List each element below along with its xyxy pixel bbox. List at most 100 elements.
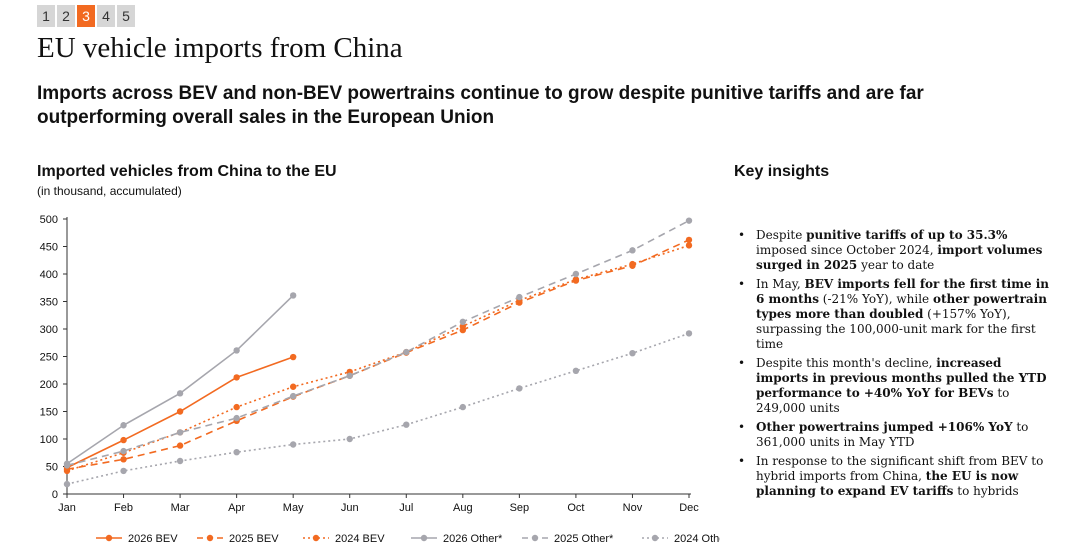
data-point — [289, 353, 297, 361]
insight-item: • In May, BEV imports fell for the first … — [738, 277, 1050, 352]
legend-label: 2024 Other* — [674, 533, 720, 545]
legend-marker — [206, 534, 214, 542]
data-point — [289, 383, 297, 390]
data-point — [63, 462, 71, 469]
data-point — [289, 441, 297, 448]
x-tick-label: Sep — [510, 502, 530, 514]
insight-item: • Despite punitive tariffs of up to 35.3%… — [738, 228, 1050, 273]
data-point — [459, 318, 467, 326]
insights-list: • Despite punitive tariffs of up to 35.3%… — [738, 228, 1050, 503]
insight-emphasis: the EU is now planning to expand EV tari… — [756, 469, 1019, 498]
insight-emphasis: BEV imports fell for the first time in 6… — [756, 277, 1050, 306]
data-point — [233, 414, 240, 422]
data-point — [403, 421, 410, 428]
x-tick-label: Feb — [114, 502, 133, 514]
data-point — [120, 447, 127, 455]
page-tab-4[interactable]: 4 — [97, 5, 115, 27]
chart-unit-label: (in thousand, accumulated) — [37, 184, 182, 198]
x-tick-label: Jul — [399, 502, 413, 514]
x-tick-label: Dec — [679, 502, 699, 514]
y-tick-label: 300 — [40, 324, 58, 336]
insight-emphasis: increased imports in previous months pul… — [756, 356, 1047, 400]
x-tick-label: Mar — [171, 502, 190, 514]
y-tick-label: 200 — [40, 379, 58, 391]
data-point — [176, 408, 184, 415]
insight-text: year to date — [857, 258, 935, 272]
legend-label: 2025 Other* — [554, 533, 614, 545]
legend-label: 2025 BEV — [229, 533, 279, 545]
bullet-icon: • — [738, 420, 746, 434]
series-line-5 — [66, 332, 690, 485]
legend-marker — [531, 534, 539, 542]
data-point — [120, 456, 127, 463]
data-point — [629, 260, 636, 268]
page-subtitle: Imports across BEV and non-BEV powertrai… — [37, 83, 924, 128]
data-point — [63, 480, 71, 488]
x-tick-label: Jun — [341, 502, 359, 514]
insight-emphasis: import volumes surged in 2025 — [756, 243, 1043, 272]
data-point — [346, 372, 353, 379]
legend-label: 2024 BEV — [335, 533, 385, 545]
series-line-2 — [66, 244, 690, 472]
legend-marker — [420, 534, 428, 542]
insight-emphasis: Other powertrains jumped +106% YoY — [756, 420, 1013, 434]
insight-item: • In response to the significant shift fr… — [738, 454, 1050, 499]
series-line-4 — [66, 219, 690, 467]
series-line-1 — [66, 239, 690, 471]
legend-label: 2026 BEV — [128, 533, 178, 545]
page-tab-5[interactable]: 5 — [117, 5, 135, 27]
data-point — [685, 330, 693, 337]
page-tab-2[interactable]: 2 — [57, 5, 75, 27]
bullet-icon: • — [738, 228, 746, 242]
data-point — [233, 449, 240, 456]
y-tick-label: 350 — [40, 297, 58, 309]
insight-text: to 249,000 units — [756, 386, 1010, 415]
data-point — [176, 442, 184, 449]
insight-text: Despite — [756, 228, 807, 242]
y-tick-label: 0 — [52, 489, 58, 501]
y-tick-label: 400 — [40, 269, 58, 281]
data-point — [346, 435, 353, 443]
data-point — [289, 292, 297, 299]
data-point — [572, 276, 580, 283]
x-tick-label: Nov — [623, 502, 643, 514]
chart-title: Imported vehicles from China to the EU — [37, 163, 337, 180]
data-point — [63, 467, 71, 475]
insight-item: • Other powertrains jumped +106% YoY to 3… — [738, 420, 1050, 450]
page-tab-1[interactable]: 1 — [37, 5, 55, 27]
insight-text: imposed since October 2024, — [756, 243, 938, 257]
data-point — [233, 403, 240, 411]
line-chart: 0 50 100 150 200 250 300 350 400 450 500 Jan Feb Mar A… — [40, 214, 720, 545]
y-tick-label: 100 — [40, 434, 58, 446]
data-point — [629, 247, 636, 254]
data-point — [403, 348, 410, 356]
bullet-icon: • — [738, 277, 746, 291]
x-tick-label: Oct — [567, 502, 584, 514]
insight-text: (-21% YoY), while — [818, 292, 933, 306]
legend-marker — [105, 534, 113, 542]
x-tick-label: Aug — [453, 502, 473, 514]
data-point — [289, 392, 297, 400]
y-tick-label: 150 — [40, 407, 58, 419]
bullet-icon: • — [738, 356, 746, 370]
data-point — [233, 347, 240, 354]
insight-item: • Despite this month's decline, increased… — [738, 356, 1050, 416]
insight-text: to hybrids — [953, 484, 1019, 498]
legend-label: 2026 Other* — [443, 533, 503, 545]
data-point — [572, 270, 580, 278]
data-point — [120, 422, 127, 429]
insight-text: Despite this month's decline, — [756, 356, 937, 370]
x-tick-label: Jan — [58, 502, 76, 514]
page-title: EU vehicle imports from China — [37, 32, 403, 64]
y-tick-label: 450 — [40, 242, 58, 254]
y-tick-label: 250 — [40, 352, 58, 364]
series-line-3 — [66, 294, 294, 465]
data-point — [176, 390, 184, 397]
data-point — [629, 350, 636, 357]
page-tab-3[interactable]: 3 — [77, 5, 95, 27]
insight-emphasis: punitive tariffs of up to 35.3% — [806, 228, 1008, 242]
data-point — [233, 374, 240, 381]
bullet-icon: • — [738, 454, 746, 468]
x-tick-label: May — [283, 502, 304, 514]
